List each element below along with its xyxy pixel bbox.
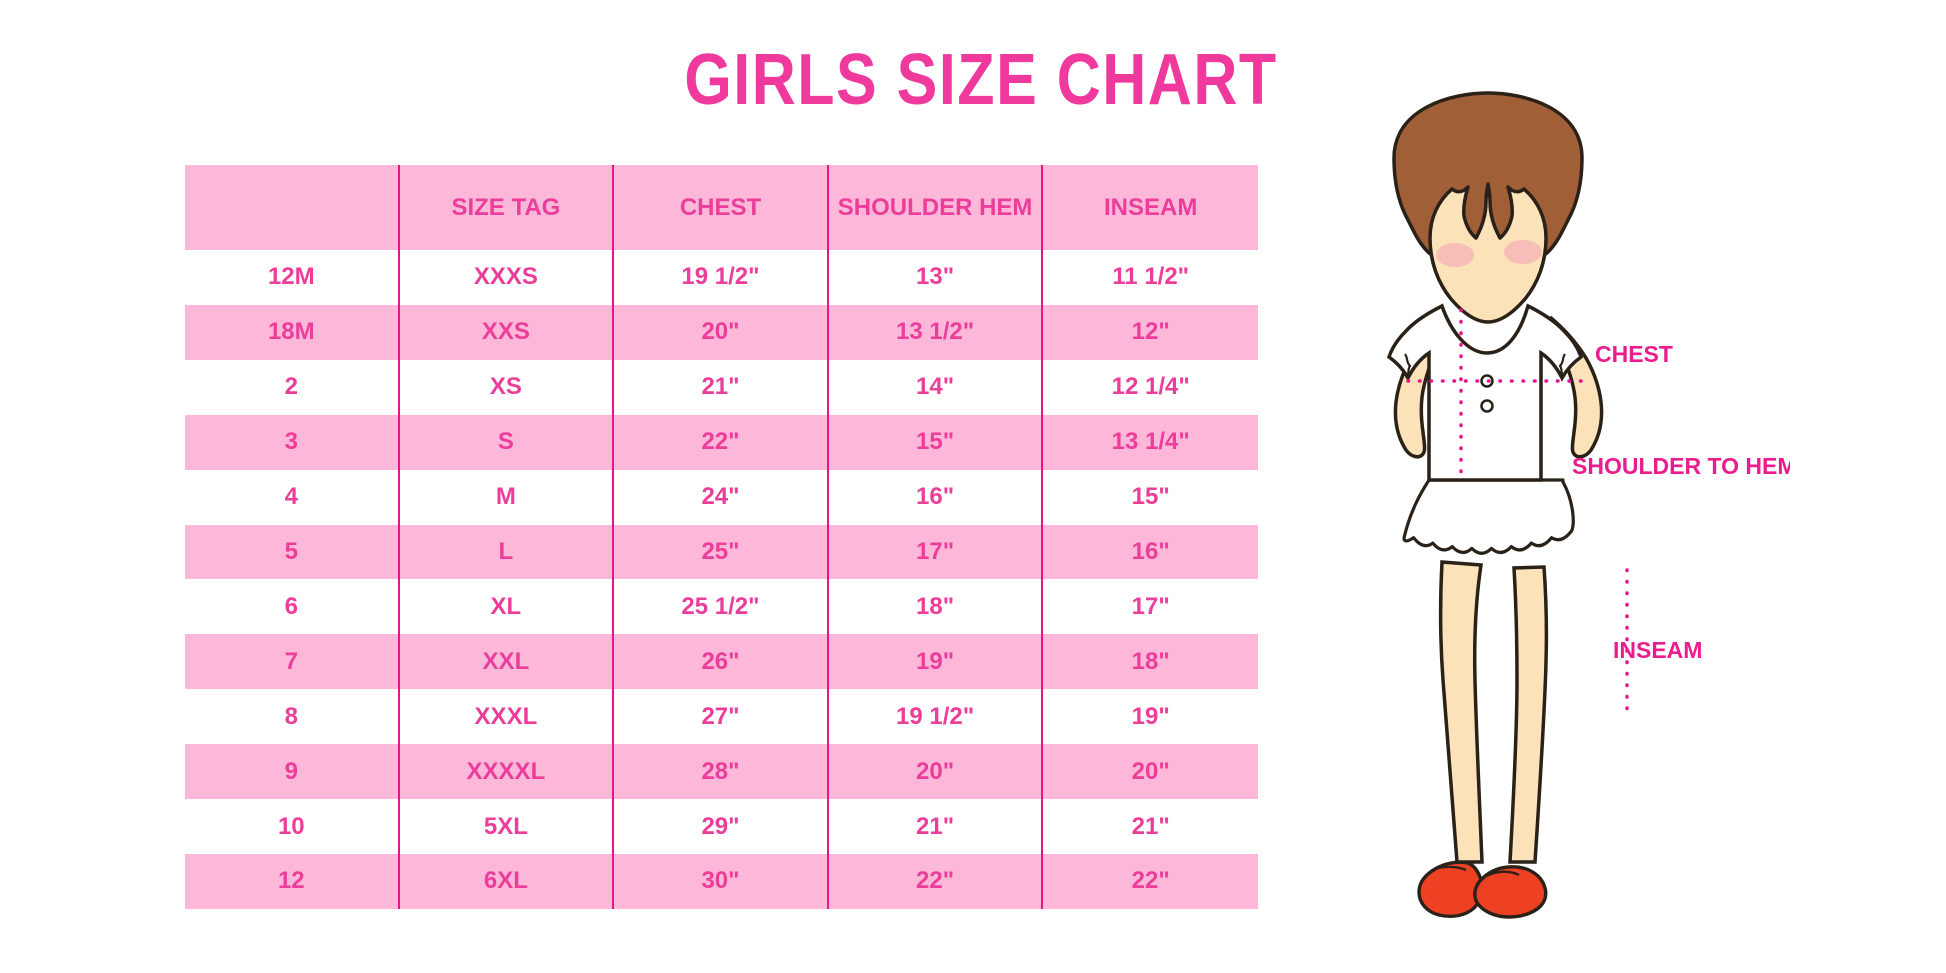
- svg-text:INSEAM: INSEAM: [1613, 637, 1702, 663]
- svg-text:SHOULDER TO HEM: SHOULDER TO HEM: [1572, 453, 1790, 479]
- svg-text:CHEST: CHEST: [1595, 341, 1673, 367]
